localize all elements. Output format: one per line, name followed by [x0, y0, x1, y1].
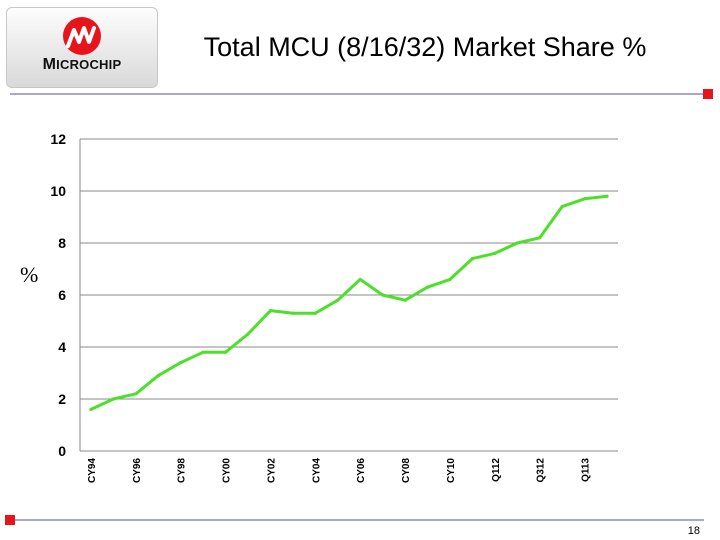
header-rule: [10, 93, 704, 95]
data-point-cy06: [358, 277, 362, 281]
data-point-cy10: [448, 277, 452, 281]
data-point-cy04: [313, 311, 317, 315]
x-tick-label-cy04: CY04: [311, 458, 322, 483]
header-accent-square: [703, 89, 713, 99]
data-point-cy08: [403, 298, 407, 302]
microchip-logo: MICROCHIP: [6, 7, 158, 88]
slide-title: Total MCU (8/16/32) Market Share %: [203, 32, 647, 62]
data-point-cy00: [224, 350, 228, 354]
data-point-cy03: [291, 311, 295, 315]
data-point-q412: [560, 205, 564, 209]
microchip-wordmark: MICROCHIP: [42, 56, 122, 73]
x-tick-label-cy10: CY10: [446, 458, 457, 483]
x-tick-label-cy98: CY98: [177, 458, 188, 483]
data-point-cy94: [89, 407, 93, 411]
x-tick-label-cy08: CY08: [401, 458, 412, 483]
data-point-cy09: [425, 285, 430, 289]
x-tick-label-cy06: CY06: [356, 458, 367, 483]
data-point-q113: [583, 197, 587, 201]
x-tick-label-cy02: CY02: [266, 458, 277, 483]
footer-accent-square: [5, 515, 15, 525]
data-point-cy99: [201, 350, 205, 354]
y-tick-label-10: 10: [50, 183, 66, 199]
data-point-cy02: [268, 309, 273, 313]
data-point-q112: [493, 251, 497, 255]
y-tick-label-12: 12: [50, 131, 66, 147]
data-point-cy98: [179, 361, 183, 365]
y-tick-label-0: 0: [58, 443, 66, 459]
data-point-cy96: [134, 392, 138, 396]
y-axis-unit-label: %: [20, 262, 39, 287]
x-tick-label-cy96: CY96: [132, 458, 143, 483]
data-point-cy07: [381, 293, 385, 297]
data-point-cy01: [246, 332, 250, 336]
data-point-q312: [538, 236, 542, 240]
y-tick-label-2: 2: [58, 391, 66, 407]
data-point-cy11: [470, 257, 474, 261]
page-number: 18: [687, 525, 700, 537]
y-tick-label-8: 8: [58, 235, 66, 251]
data-point-q213: [605, 194, 609, 198]
x-tick-label-cy00: CY00: [222, 458, 233, 483]
x-tick-label-q113: Q113: [581, 458, 592, 482]
data-point-cy05: [336, 298, 340, 302]
data-point-cy97: [156, 374, 160, 378]
x-tick-label-q312: Q312: [536, 458, 547, 483]
data-point-q212: [515, 241, 519, 245]
y-tick-label-4: 4: [58, 339, 66, 355]
x-tick-label-q112: Q112: [491, 458, 502, 482]
series-line-0: [89, 194, 609, 411]
y-tick-label-6: 6: [58, 287, 66, 303]
footer-rule: [10, 519, 704, 521]
microchip-logo-icon: [63, 17, 101, 55]
x-tick-label-cy94: CY94: [87, 458, 98, 483]
data-point-cy95: [111, 397, 115, 401]
